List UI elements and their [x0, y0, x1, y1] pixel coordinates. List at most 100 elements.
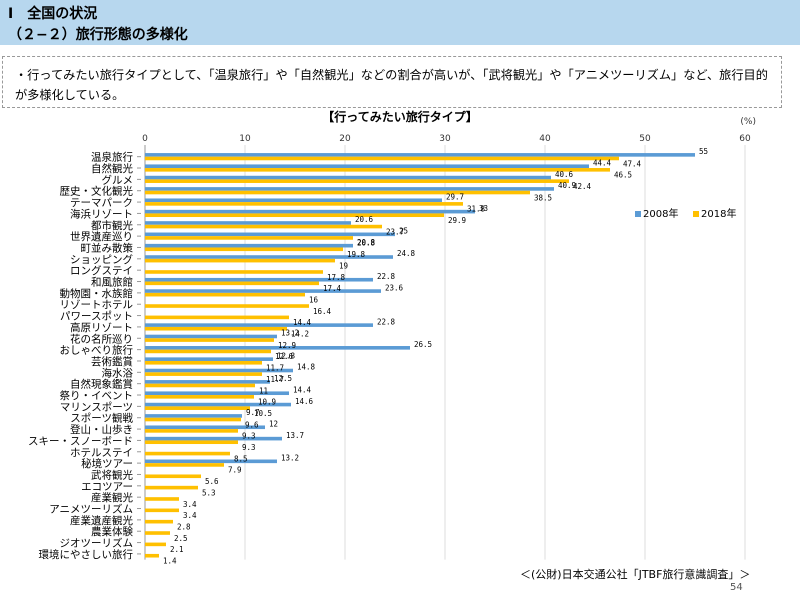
category-label: 海水浴 — [102, 366, 134, 379]
value-label: 12.5 — [274, 374, 292, 383]
value-label: 14.2 — [291, 330, 309, 339]
value-label: 24.8 — [397, 249, 416, 258]
bar-2008年 — [145, 402, 291, 407]
value-label: 2.8 — [177, 522, 191, 531]
category-label: 歴史・文化観光 — [60, 185, 134, 198]
value-label: 10.5 — [254, 409, 272, 418]
bars — [145, 153, 695, 558]
value-label: 19.8 — [347, 250, 366, 259]
bar-2008年 — [145, 221, 351, 225]
value-label: 9.3 — [242, 432, 256, 441]
category-label: グルメ — [102, 173, 134, 186]
bar-2018年 — [145, 519, 173, 524]
category-label: 海浜リゾート — [70, 207, 133, 220]
value-label: 11 — [259, 386, 268, 395]
bar-2008年 — [145, 346, 410, 350]
category-label: スポーツ観戦 — [70, 412, 133, 425]
bar-2008年 — [145, 414, 242, 418]
bar-2018年 — [145, 463, 224, 467]
bar-2018年 — [145, 236, 353, 240]
category-label: 芸術鑑賞 — [91, 355, 133, 368]
value-label: 19 — [339, 261, 348, 270]
legend: 2008年 2018年 — [635, 207, 736, 220]
bar-2008年 — [145, 368, 293, 373]
bar-2008年 — [145, 323, 373, 327]
bar-2008年 — [145, 391, 289, 396]
x-tick-label: 0 — [142, 134, 148, 144]
value-label: 13.2 — [281, 329, 299, 338]
value-label: 29.9 — [448, 216, 466, 225]
bar-2018年 — [145, 292, 305, 297]
category-label: 和風旅館 — [91, 276, 133, 289]
value-label: 11.7 — [266, 375, 284, 384]
value-label: 2.1 — [170, 545, 184, 554]
value-label: 14.6 — [295, 397, 314, 406]
category-label: 産業遺産観光 — [70, 514, 133, 527]
x-tick-label: 30 — [439, 134, 451, 144]
value-labels: 55 47.4 44.446.5 40.6 42.440.9 38.5 29.731.833… — [163, 147, 708, 565]
value-label: 23.7 — [386, 227, 404, 236]
bar-2008年 — [145, 255, 393, 259]
category-label: 農業体験 — [91, 525, 133, 538]
x-tick-label: 60 — [739, 134, 751, 144]
bar-2018年 — [145, 315, 289, 320]
value-label: 5.3 — [202, 488, 216, 497]
chart-title: 【行ってみたい旅行タイプ】 — [322, 109, 477, 124]
x-tick-label: 10 — [239, 134, 251, 144]
bar-2008年 — [145, 232, 395, 237]
subsection-title: （２−２）旅行形態の多様化 — [8, 27, 188, 43]
bar-2018年 — [145, 202, 463, 206]
value-label: 33 — [479, 204, 488, 213]
category-label: 登山・山歩き — [70, 423, 133, 436]
bar-2018年 — [145, 247, 343, 252]
value-label: 12 — [269, 419, 278, 428]
bar-2018年 — [145, 168, 610, 172]
bar-2018年 — [145, 451, 230, 456]
bar-2008年 — [145, 187, 554, 191]
category-label: 動物園・水族館 — [60, 287, 134, 300]
value-label: 16 — [309, 295, 319, 304]
bar-2018年 — [145, 485, 198, 490]
bar-2018年 — [145, 360, 262, 365]
category-label: スキー・スノーボード — [28, 435, 133, 447]
value-label: 2.5 — [174, 534, 188, 543]
bar-2008年 — [145, 209, 475, 214]
bar-2018年 — [145, 508, 179, 513]
value-label: 8.5 — [234, 454, 248, 463]
value-label: 23.6 — [385, 283, 404, 292]
value-label: 3.4 — [183, 500, 197, 509]
bar-2018年 — [145, 553, 159, 558]
value-label: 9.3 — [242, 443, 256, 452]
bar-2018年 — [145, 542, 166, 547]
value-label: 44.4 — [593, 158, 612, 167]
bar-2008年 — [145, 175, 551, 180]
category-label: 祭り・イベント — [60, 390, 134, 402]
bar-2008年 — [145, 334, 277, 339]
category-label: 自然現象鑑賞 — [70, 378, 133, 391]
bar-2018年 — [145, 281, 319, 286]
bar-2018年 — [145, 395, 254, 399]
bar-2018年 — [145, 304, 309, 308]
category-label: アニメツーリズム — [49, 503, 133, 516]
category-label: エコツアー — [81, 481, 133, 493]
bar-2018年 — [145, 474, 201, 479]
bar-2008年 — [145, 459, 277, 464]
value-label: 25 — [399, 227, 408, 236]
category-label: 秘境ツアー — [81, 457, 133, 470]
value-label: 26.5 — [414, 340, 432, 349]
value-label: 20.8 — [357, 238, 376, 247]
category-label: パワースポット — [60, 311, 133, 323]
category-label: 世界遺産巡り — [70, 230, 133, 243]
value-label: 11.7 — [266, 364, 284, 373]
x-tick-label: 40 — [539, 134, 551, 144]
bar-2018年 — [145, 383, 255, 388]
category-label: 産業観光 — [91, 491, 133, 504]
bar-2018年 — [145, 349, 271, 354]
bar-2018年 — [145, 326, 287, 331]
value-label: 3.4 — [183, 511, 197, 520]
legend-swatch — [693, 211, 699, 217]
value-label: 42.4 — [573, 182, 592, 191]
bar-2018年 — [145, 440, 238, 445]
x-tick-label: 20 — [339, 134, 351, 144]
category-label: 都市観光 — [91, 219, 133, 232]
